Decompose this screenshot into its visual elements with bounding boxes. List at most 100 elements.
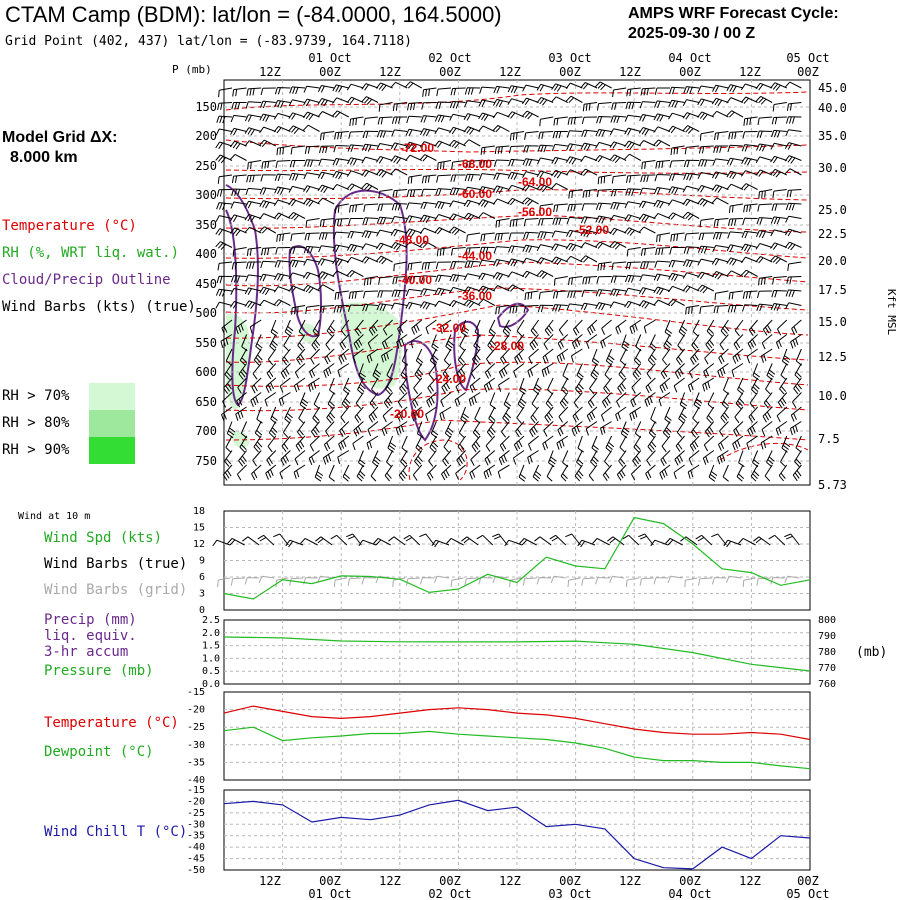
wind-barb	[551, 243, 568, 251]
wind-barb	[340, 319, 350, 337]
wind-barbs-grid-label: Wind Barbs (grid)	[44, 582, 187, 598]
wind-barb	[318, 232, 335, 240]
legend-cloud: Cloud/Precip Outline	[2, 272, 171, 288]
wind-barb	[656, 232, 671, 243]
wind-speed-series	[223, 516, 811, 600]
pressure-y-axis: 760 770 780 790 800	[818, 615, 836, 690]
wind-barb	[698, 145, 714, 154]
wind-barbs-true-label: Wind Barbs (true)	[44, 556, 187, 572]
wind-barb	[489, 392, 497, 410]
wind-barb	[390, 241, 408, 251]
pressure-tick: 500	[195, 306, 217, 320]
wind-barb	[317, 85, 335, 93]
wind-barb	[421, 174, 437, 184]
height-tick: 5.73	[818, 478, 847, 492]
wind-barb	[384, 464, 394, 482]
wind-barb	[669, 86, 685, 95]
wind-barb	[655, 160, 671, 169]
wind-barb	[463, 273, 481, 281]
wind-barb	[605, 435, 615, 453]
wind-barb	[624, 287, 641, 295]
wind-barb	[347, 157, 364, 166]
wind-barb	[528, 435, 539, 451]
wind-barb	[561, 377, 569, 395]
pressure-unit-label: (mb)	[856, 645, 887, 660]
wind-barb	[319, 218, 335, 227]
wind-barb	[717, 363, 729, 378]
wind-barb	[346, 533, 362, 546]
pressure-line	[223, 636, 811, 672]
wind-barb	[758, 276, 773, 286]
wind-barb	[303, 124, 320, 132]
wind-barb	[322, 450, 335, 465]
wind-barb	[697, 258, 714, 266]
wind-barb	[259, 187, 276, 195]
wind-barb	[455, 377, 466, 394]
wind-y-tick: 6	[199, 572, 205, 583]
wind-barb	[396, 334, 408, 349]
wind-barb	[784, 575, 800, 583]
wind-chill-line	[223, 799, 811, 870]
wind-barb	[347, 304, 364, 312]
wind-barb	[695, 534, 713, 546]
wind-barb	[454, 392, 466, 407]
wind-barb	[217, 174, 233, 184]
wind-barb	[528, 348, 539, 365]
wind-barb	[785, 202, 802, 211]
wind-barb	[789, 421, 802, 436]
wind-barb	[349, 116, 364, 127]
wind-barb	[265, 377, 277, 394]
wind-barb	[428, 450, 437, 467]
wind-barb	[362, 130, 379, 139]
pressure-tick: 400	[195, 247, 217, 261]
wind-barb	[770, 242, 787, 250]
wind-barb	[624, 227, 642, 236]
wind-barb	[640, 174, 656, 183]
wind-barb	[391, 216, 408, 224]
wind-barb	[639, 274, 656, 282]
wind-barb	[770, 155, 787, 164]
wind-barb	[370, 464, 379, 482]
wind-barb	[522, 197, 539, 206]
wind-barb	[660, 450, 671, 467]
wind-barb	[673, 464, 685, 480]
wind-barb	[397, 319, 408, 336]
wind-barb	[264, 392, 277, 407]
temperature-contour	[408, 439, 468, 481]
wind-barb	[625, 261, 641, 270]
wind-barb	[324, 348, 335, 365]
wind-barb	[305, 305, 320, 315]
wind-barb	[653, 273, 671, 282]
pressure-tick: 200	[195, 129, 217, 143]
wind-barb	[529, 421, 539, 438]
wind-barb	[500, 348, 510, 365]
wind-barb	[698, 232, 714, 241]
wind-barb	[367, 334, 379, 350]
wind-barb	[439, 319, 452, 334]
wind-barb	[719, 421, 729, 438]
wind-barb	[435, 188, 452, 196]
wind-barb	[596, 276, 612, 284]
wind-barb	[521, 110, 539, 120]
wind-barb	[669, 247, 685, 255]
wind-barb	[414, 363, 424, 380]
wind-barb	[784, 142, 802, 150]
wind-barb	[419, 577, 435, 585]
wind-barb	[680, 536, 698, 546]
wind-barb	[259, 100, 276, 109]
wind-barb	[518, 464, 527, 482]
wind-barb	[615, 406, 627, 422]
wind-barb	[678, 319, 688, 337]
wind-barb	[521, 97, 539, 106]
wind-barb	[375, 169, 393, 178]
wind-barb	[436, 174, 452, 183]
wind-barb	[373, 537, 391, 546]
wind-barb	[273, 125, 291, 134]
wind-barb	[580, 229, 598, 238]
top-date: 02 Oct	[428, 51, 471, 65]
wind-barb	[435, 261, 452, 270]
wind-barb	[523, 218, 539, 227]
wind-barb	[352, 348, 364, 364]
wind-barb	[478, 125, 496, 132]
wind-barb	[697, 271, 714, 280]
